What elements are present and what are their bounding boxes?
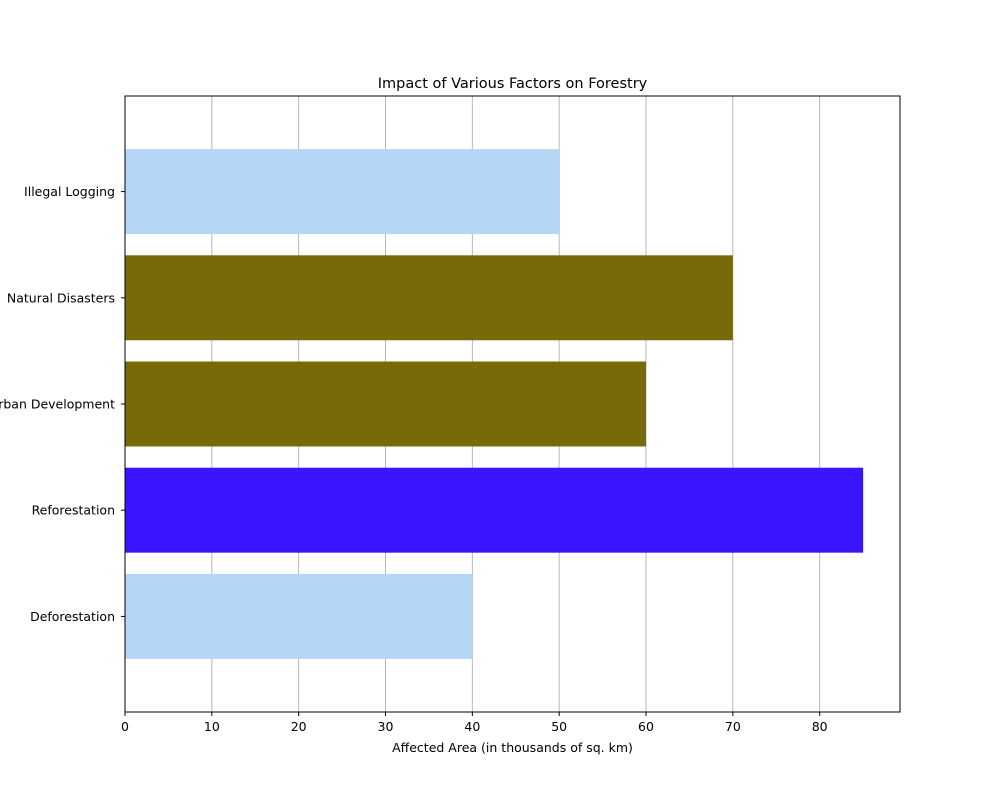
x-tick-label: 60: [638, 719, 654, 734]
x-axis-ticks: 0 10 20 30 40 50 60 70 80: [121, 712, 828, 734]
bars: [125, 149, 864, 659]
x-tick-label: 50: [551, 719, 567, 734]
bar-reforestation: [125, 467, 864, 553]
y-tick-label: Urban Development: [0, 397, 115, 412]
bar-illegal-logging: [125, 149, 560, 235]
bar-natural-disasters: [125, 255, 733, 341]
x-tick-label: 30: [378, 719, 394, 734]
bar-urban-development: [125, 361, 647, 447]
x-tick-label: 0: [121, 719, 129, 734]
y-tick-label: Deforestation: [30, 609, 115, 624]
bar-deforestation: [125, 573, 473, 659]
x-axis-label: Affected Area (in thousands of sq. km): [392, 740, 633, 755]
y-axis-ticks: Deforestation Reforestation Urban Developm…: [0, 184, 125, 624]
chart-title: Impact of Various Factors on Forestry: [378, 76, 648, 92]
x-tick-label: 80: [812, 719, 828, 734]
x-tick-label: 10: [204, 719, 220, 734]
y-tick-label: Natural Disasters: [7, 290, 115, 305]
y-tick-label: Illegal Logging: [24, 184, 115, 199]
x-tick-label: 40: [464, 719, 480, 734]
y-tick-label: Reforestation: [32, 503, 115, 518]
x-tick-label: 20: [291, 719, 307, 734]
x-tick-label: 70: [725, 719, 741, 734]
